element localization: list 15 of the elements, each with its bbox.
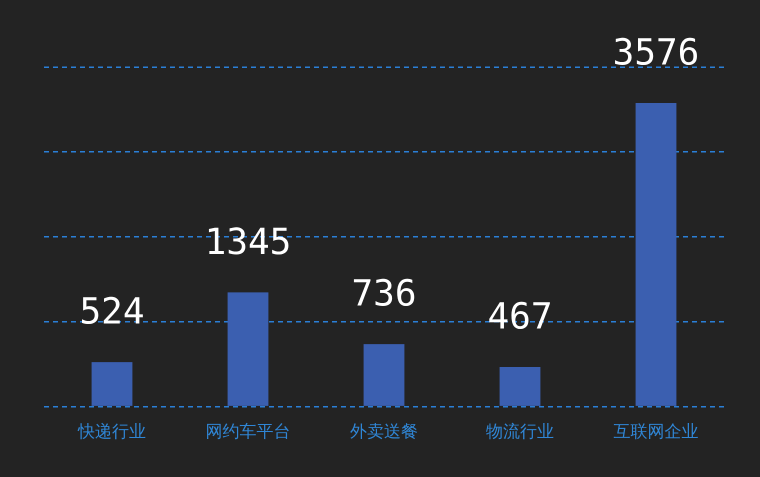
bar	[364, 344, 404, 406]
x-tick-label: 网约车平台	[206, 422, 290, 442]
bar	[228, 292, 268, 406]
bar	[636, 103, 676, 406]
data-label: 467	[487, 296, 553, 338]
data-label: 3576	[612, 32, 700, 74]
bar	[500, 366, 540, 406]
data-label: 1345	[204, 222, 292, 263]
x-tick-label: 快递行业	[77, 422, 146, 442]
x-tick-label: 物流行业	[486, 422, 554, 442]
data-label: 736	[351, 273, 417, 314]
bar	[92, 362, 132, 406]
x-tick-label: 外卖送餐	[350, 422, 418, 442]
data-label: 524	[79, 291, 145, 332]
x-tick-label: 互联网企业	[614, 422, 698, 442]
